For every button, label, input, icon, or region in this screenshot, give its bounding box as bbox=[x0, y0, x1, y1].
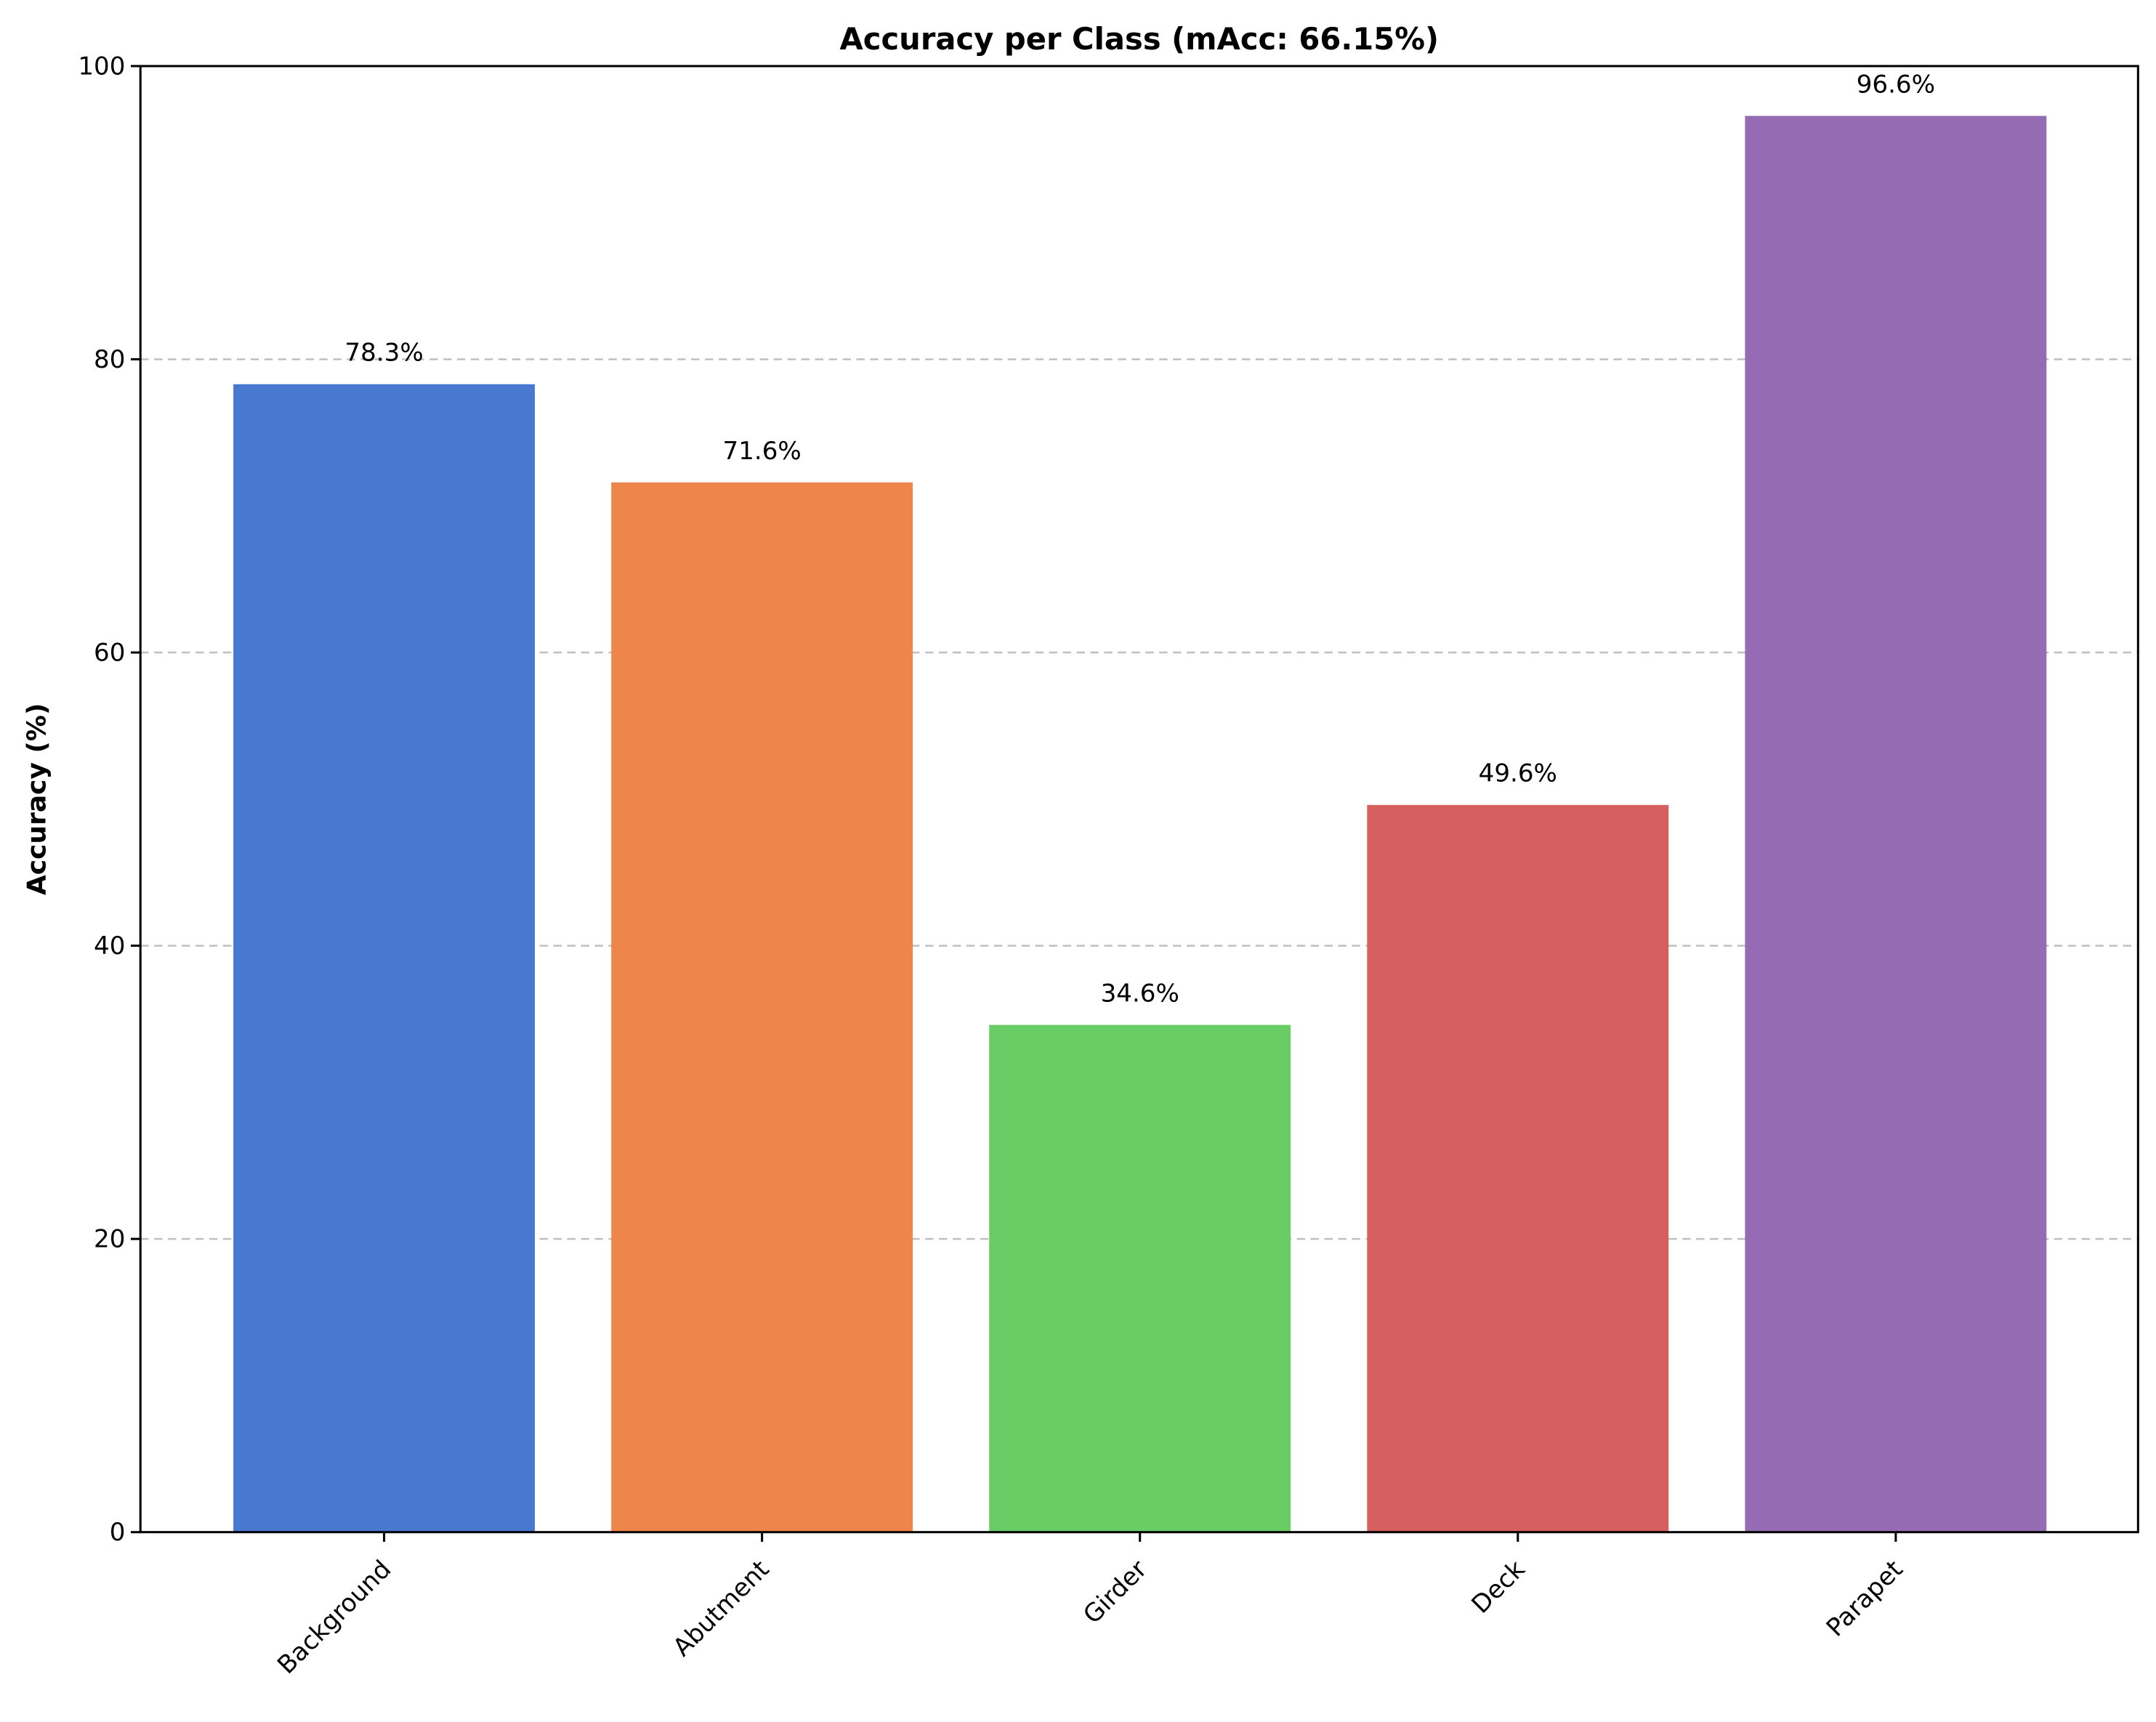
bar-deck bbox=[1367, 804, 1669, 1532]
data-label: 49.6% bbox=[1479, 759, 1557, 788]
bar-parapet bbox=[1745, 116, 2047, 1532]
y-tick-label: 0 bbox=[110, 1518, 126, 1547]
data-label: 96.6% bbox=[1857, 70, 1935, 99]
data-label: 71.6% bbox=[723, 437, 802, 466]
data-labels: 78.3% 71.6% 34.6% 49.6% 96.6% bbox=[344, 70, 1935, 1008]
y-tick-label: 100 bbox=[78, 52, 125, 81]
data-label: 34.6% bbox=[1101, 979, 1179, 1008]
bar-background bbox=[233, 384, 536, 1532]
y-axis-label: Accuracy (%) bbox=[23, 703, 52, 895]
bar-abutment bbox=[611, 482, 913, 1532]
data-label: 78.3% bbox=[344, 339, 423, 368]
chart-title: Accuracy per Class (mAcc: 66.15%) bbox=[840, 21, 1440, 57]
y-tick-label: 20 bbox=[94, 1225, 125, 1254]
bars bbox=[233, 116, 2047, 1532]
bar-girder bbox=[989, 1024, 1291, 1532]
y-tick-label: 80 bbox=[94, 345, 125, 374]
y-tick-label: 40 bbox=[94, 931, 125, 961]
y-tick-label: 60 bbox=[94, 638, 125, 667]
y-axis-ticks: 0 20 40 60 80 100 bbox=[78, 52, 141, 1547]
